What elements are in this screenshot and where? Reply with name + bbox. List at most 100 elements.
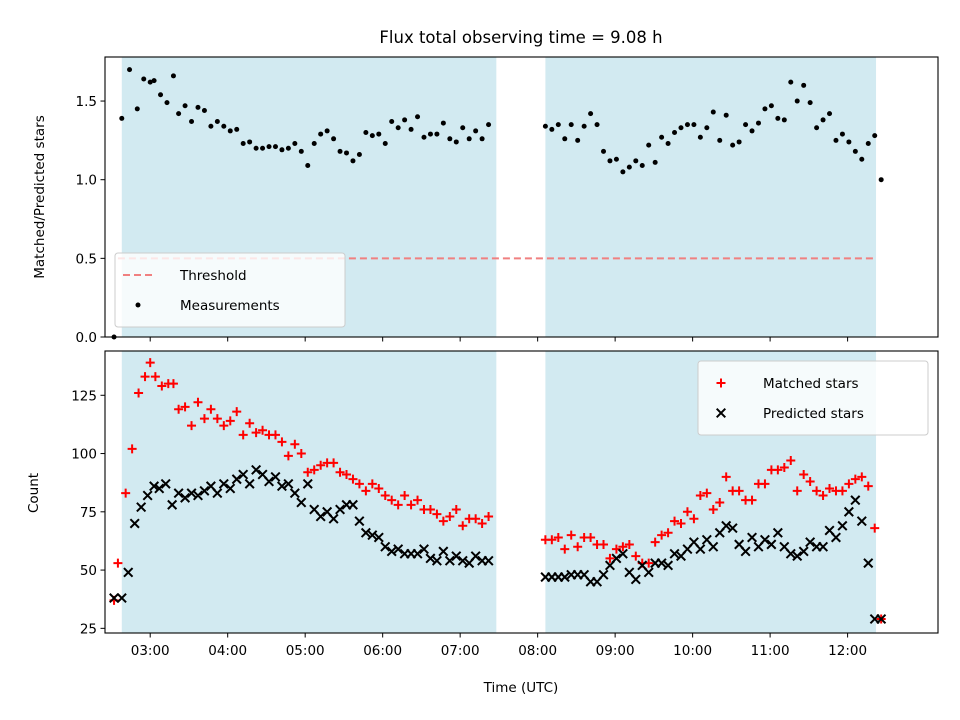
matched-stars-point-21: [238, 430, 248, 440]
predicted-stars-point-54: [457, 555, 468, 566]
predicted-stars-point-75: [643, 567, 654, 578]
matched-stars-point-87: [715, 497, 725, 507]
measurements-point-105: [839, 131, 845, 137]
measurements-point-91: [749, 128, 755, 134]
predicted-stars-point-43: [386, 546, 397, 557]
matched-stars-point-94: [760, 479, 770, 489]
predicted-stars-point-109: [863, 558, 874, 569]
matched-stars-point-30: [296, 449, 306, 459]
measurements-point-93: [762, 106, 768, 112]
matched-stars-point-59: [484, 511, 494, 521]
measurements-point-94: [768, 103, 774, 109]
predicted-stars-point-104: [830, 532, 841, 543]
predicted-stars-point-32: [315, 511, 326, 522]
measurements-point-10: [176, 111, 182, 117]
measurements-point-45: [402, 117, 408, 123]
measurements-point-106: [846, 139, 852, 145]
matched-stars-point-99: [792, 486, 802, 496]
predicted-stars-point-90: [740, 546, 751, 557]
bottom-y-tick-label: 50: [80, 563, 97, 579]
predicted-stars-point-22: [251, 464, 262, 475]
predicted-stars-point-105: [837, 520, 848, 531]
measurements-point-81: [684, 122, 690, 128]
matched-stars-point-38: [348, 474, 358, 484]
measurements-point-15: [208, 123, 214, 129]
matched-stars-point-43: [380, 490, 390, 500]
measurements-point-41: [376, 131, 382, 137]
matched-stars-point-111: [870, 523, 880, 533]
bottom-y-tick-label: 75: [80, 505, 97, 521]
measurements-point-34: [331, 136, 337, 142]
matched-stars-point-104: [825, 484, 835, 494]
predicted-stars-point-87: [721, 520, 732, 531]
predicted-stars-point-39: [360, 527, 371, 538]
measurements-point-1: [119, 115, 125, 121]
matched-stars-point-46: [400, 490, 410, 500]
predicted-stars-legend-swatch: [715, 407, 727, 419]
predicted-stars-point-42: [380, 541, 391, 552]
matched-stars-point-79: [663, 528, 673, 538]
measurements-point-107: [852, 148, 858, 154]
bottom-legend: Matched stars Predicted stars: [697, 360, 929, 436]
matched-stars-point-103: [818, 490, 828, 500]
predicted-stars-point-20: [238, 469, 249, 480]
measurements-point-56: [473, 128, 479, 134]
measurements-point-74: [639, 163, 645, 169]
matched-stars-point-98: [786, 456, 796, 466]
predicted-stars-point-44: [393, 544, 404, 555]
x-axis-label: Time (UTC): [483, 680, 559, 696]
measurements-point-6: [151, 78, 157, 84]
measurements-point-60: [549, 126, 555, 132]
predicted-stars-point-48: [418, 544, 430, 555]
measurements-point-30: [305, 163, 311, 169]
predicted-stars-point-29: [296, 497, 307, 508]
predicted-stars-point-1: [116, 593, 127, 604]
matched-stars-point-58: [477, 518, 487, 528]
x-tick-label: 05:00: [286, 643, 325, 659]
top-y-tick-label: 1.0: [76, 173, 97, 189]
predicted-stars-point-14: [199, 485, 210, 496]
bottom-panel-y-axis-label: Count: [26, 473, 42, 513]
top-y-tick-label: 0.5: [76, 251, 97, 267]
predicted-stars-point-98: [792, 551, 803, 562]
matched-stars-point-22: [245, 418, 255, 428]
predicted-stars-point-58: [483, 555, 494, 566]
predicted-stars-point-8: [160, 478, 171, 489]
measurements-point-86: [717, 137, 723, 143]
predicted-stars-point-97: [785, 548, 796, 559]
matched-stars-legend-label: Matched stars: [763, 376, 859, 392]
predicted-stars-legend-label: Predicted stars: [763, 406, 864, 422]
measurements-point-12: [189, 118, 195, 124]
predicted-stars-point-100: [805, 537, 816, 548]
predicted-stars-point-95: [772, 527, 783, 538]
matched-stars-point-57: [471, 514, 481, 524]
measurements-point-61: [555, 122, 561, 128]
predicted-stars-point-77: [656, 558, 667, 569]
matched-stars-point-110: [863, 481, 873, 491]
matched-stars-point-40: [361, 486, 371, 496]
matched-stars-point-28: [283, 451, 293, 461]
measurements-point-33: [324, 128, 330, 134]
measurements-point-76: [652, 159, 658, 165]
matched-stars-point-19: [225, 416, 235, 426]
matched-stars-point-51: [432, 509, 442, 519]
matched-stars-point-64: [566, 530, 576, 540]
matched-stars-point-53: [445, 511, 455, 521]
matched-stars-point-80: [670, 516, 680, 526]
measurements-point-28: [292, 141, 298, 147]
matched-stars-legend-swatch: [716, 378, 726, 388]
measurements-point-68: [601, 148, 607, 154]
matched-stars-point-63: [560, 544, 570, 554]
measurements-point-5: [147, 79, 153, 85]
measurements-point-82: [691, 122, 697, 128]
predicted-stars-point-102: [818, 541, 829, 552]
measurements-point-23: [260, 145, 266, 151]
measurements-point-69: [607, 158, 613, 164]
predicted-stars-point-5: [142, 490, 153, 501]
predicted-stars-point-88: [727, 523, 738, 534]
predicted-stars-point-53: [451, 551, 462, 562]
matched-stars-point-44: [387, 495, 397, 505]
measurements-point-48: [421, 134, 427, 140]
measurements-point-52: [447, 136, 453, 142]
predicted-stars-point-83: [695, 544, 706, 555]
